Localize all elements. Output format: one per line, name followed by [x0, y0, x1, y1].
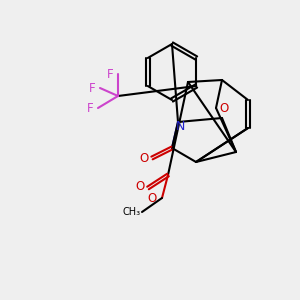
Text: O: O: [219, 101, 229, 115]
Text: O: O: [135, 179, 145, 193]
Text: F: F: [89, 82, 95, 94]
Text: F: F: [87, 101, 93, 115]
Text: F: F: [107, 68, 113, 80]
Text: CH₃: CH₃: [123, 207, 141, 217]
Text: N: N: [175, 119, 185, 133]
Text: O: O: [140, 152, 148, 164]
Text: O: O: [147, 191, 157, 205]
